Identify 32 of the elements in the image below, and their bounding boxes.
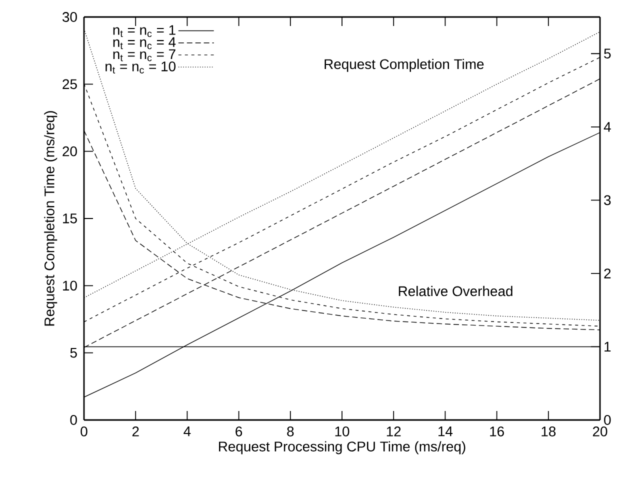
y2-tick-label: 3 xyxy=(604,195,611,206)
y-tick-label: 10 xyxy=(63,280,77,291)
x-tick-label: 2 xyxy=(132,426,139,436)
x-tick-label: 6 xyxy=(236,426,242,436)
y-axis-title: Request Completion Time (ms/req) xyxy=(44,111,58,326)
x-tick-label: 10 xyxy=(335,426,350,436)
y2-tick-label: 0 xyxy=(604,415,611,425)
legend-label: n$_{t}$ = n$_{c}$ = 1 xyxy=(113,25,176,38)
y-tick-label: 30 xyxy=(62,12,77,22)
y-tick-label: 25 xyxy=(62,79,77,90)
legend-label: n$_{t}$ = n$_{c}$ = 4 xyxy=(113,37,176,50)
annotation: Request Completion Time xyxy=(324,58,484,72)
y-tick-label: 20 xyxy=(62,146,77,156)
x-axis-title: Request Processing CPU Time (ms/req) xyxy=(219,441,466,454)
x-tick-label: 8 xyxy=(287,426,294,436)
y2-tick-label: 2 xyxy=(604,268,611,278)
x-tick-label: 16 xyxy=(490,426,504,436)
y2-tick-label: 1 xyxy=(604,342,611,352)
x-tick-label: 12 xyxy=(386,426,401,436)
y2-tick-label: 5 xyxy=(604,48,611,58)
x-tick-label: 20 xyxy=(592,426,608,436)
y-tick-label: 15 xyxy=(63,214,77,224)
legend-label: n$_{t}$ = n$_{c}$ = 7 xyxy=(113,49,176,62)
annotation: Relative Overhead xyxy=(398,286,512,296)
x-tick-label: 14 xyxy=(438,426,453,436)
y-tick-label: 5 xyxy=(70,348,77,358)
x-tick-label: 4 xyxy=(184,426,191,436)
x-tick-label: 18 xyxy=(542,426,556,436)
y2-tick-label: 4 xyxy=(604,122,611,132)
x-tick-label: 0 xyxy=(80,426,88,436)
y-tick-label: 0 xyxy=(70,415,77,425)
legend-label: n$_{t}$ = n$_{c}$ = 10 xyxy=(106,61,176,74)
